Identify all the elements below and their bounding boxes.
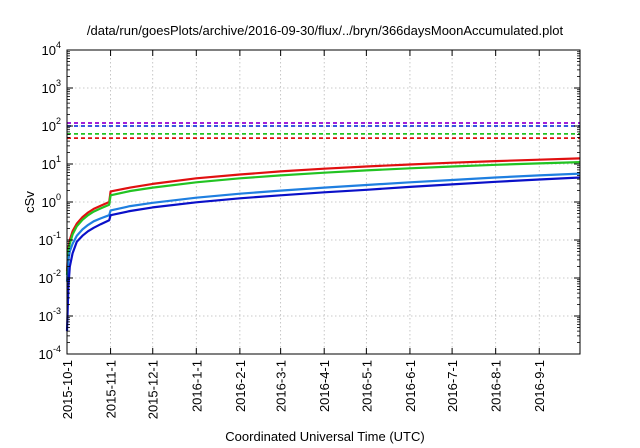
y-tick-label: 101 xyxy=(42,154,61,172)
axes: 10-410-310-210-11001011021031042015-10-1… xyxy=(39,40,581,419)
y-tick-label-exponent: -3 xyxy=(53,306,61,316)
y-tick-label: 104 xyxy=(42,40,61,58)
threshold-lines xyxy=(67,122,580,140)
y-tick-label: 102 xyxy=(42,116,61,134)
x-tick-label: 2016-3-1 xyxy=(274,360,289,412)
series-line xyxy=(65,157,581,272)
y-tick-label: 10-3 xyxy=(39,306,61,324)
y-tick-label-base: 10 xyxy=(39,271,53,286)
series-line xyxy=(65,176,581,332)
x-tick-label: 2016-4-1 xyxy=(317,360,332,412)
y-tick-label-base: 10 xyxy=(42,119,56,134)
x-axis-label: Coordinated Universal Time (UTC) xyxy=(225,429,424,444)
plot-frame xyxy=(66,49,581,355)
y-tick-label-exponent: 1 xyxy=(56,154,61,164)
y-tick-label-base: 10 xyxy=(42,43,56,58)
y-tick-label-base: 10 xyxy=(42,157,56,172)
y-tick-label: 100 xyxy=(42,192,61,210)
y-tick-label-base: 10 xyxy=(42,195,56,210)
series-line xyxy=(65,161,581,276)
y-tick-label: 10-4 xyxy=(39,344,61,362)
x-tick-label: 2016-1-1 xyxy=(189,360,204,412)
y-tick-label-base: 10 xyxy=(39,347,53,362)
y-tick-label-exponent: -1 xyxy=(53,230,61,240)
y-tick-label-exponent: 2 xyxy=(56,116,61,126)
x-tick-label: 2016-8-1 xyxy=(489,360,504,412)
x-tick-label: 2016-9-1 xyxy=(532,360,547,412)
y-tick-label: 103 xyxy=(42,78,61,96)
y-tick-label: 10-2 xyxy=(39,268,61,286)
x-tick-label: 2016-5-1 xyxy=(359,360,374,412)
y-axis-label: cSv xyxy=(22,191,37,213)
y-tick-label: 10-1 xyxy=(39,230,61,248)
y-tick-label-exponent: -2 xyxy=(53,268,61,278)
y-tick-label-exponent: -4 xyxy=(53,344,61,354)
y-tick-label-exponent: 4 xyxy=(56,40,61,50)
y-tick-label-exponent: 3 xyxy=(56,78,61,88)
chart-title: /data/run/goesPlots/archive/2016-09-30/f… xyxy=(87,23,564,38)
y-tick-label-base: 10 xyxy=(42,81,56,96)
x-tick-label: 2015-10-1 xyxy=(60,360,75,419)
x-tick-label: 2015-12-1 xyxy=(146,360,161,419)
series-lines xyxy=(65,157,581,332)
x-tick-label: 2016-7-1 xyxy=(445,360,460,412)
x-tick-label: 2015-11-1 xyxy=(104,360,119,418)
x-tick-label: 2016-2-1 xyxy=(233,360,248,412)
series-line xyxy=(65,172,581,282)
y-tick-label-base: 10 xyxy=(39,309,53,324)
grid xyxy=(67,50,580,354)
y-tick-label-exponent: 0 xyxy=(56,192,61,202)
x-tick-label: 2016-6-1 xyxy=(403,360,418,412)
y-tick-label-base: 10 xyxy=(39,233,53,248)
